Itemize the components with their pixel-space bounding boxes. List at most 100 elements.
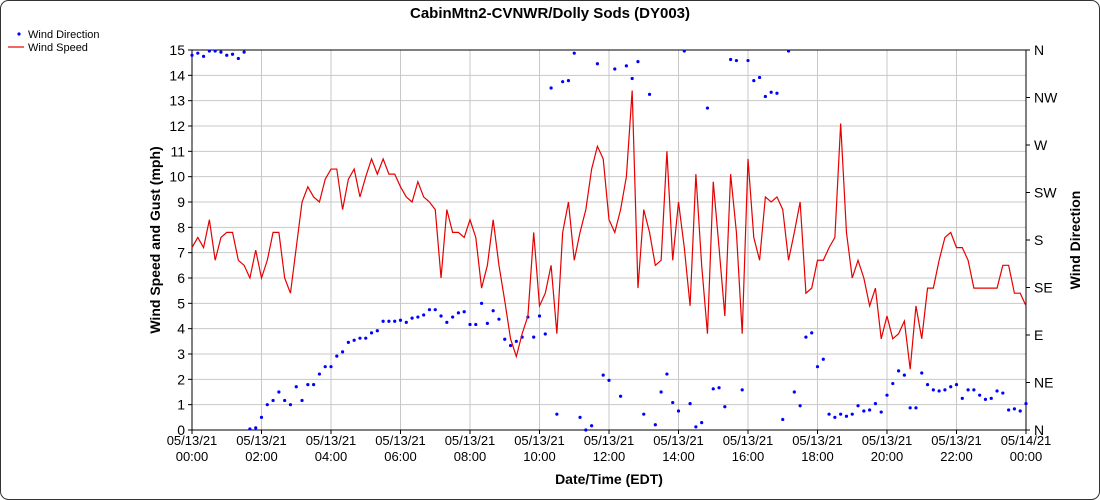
y-tick-label: 12 xyxy=(169,118,185,134)
y-axis-label: Wind Speed and Gust (mph) xyxy=(147,146,163,333)
direction-point xyxy=(468,322,472,327)
y-tick-label: 0 xyxy=(177,422,185,438)
direction-point xyxy=(265,403,269,407)
y-tick-label: 15 xyxy=(169,42,185,58)
direction-point xyxy=(271,398,275,403)
direction-point xyxy=(682,49,686,53)
direction-point xyxy=(966,388,970,392)
y2-tick-label: E xyxy=(1034,327,1043,343)
direction-point xyxy=(230,52,235,56)
direction-point xyxy=(920,371,924,375)
y-tick-label: 7 xyxy=(177,245,185,261)
x-tick-label: 05/13/21 02:00 xyxy=(236,433,287,464)
direction-point xyxy=(288,403,293,407)
direction-point xyxy=(358,336,362,340)
direction-point xyxy=(613,67,617,71)
direction-point xyxy=(387,319,391,323)
direction-point xyxy=(329,365,333,369)
y2-tick-label: NW xyxy=(1034,90,1058,106)
direction-point xyxy=(734,58,739,63)
direction-point xyxy=(561,80,565,84)
direction-point xyxy=(769,90,773,94)
direction-point xyxy=(427,308,432,312)
chart-title: CabinMtn2-CVNWR/Dolly Sods (DY003) xyxy=(410,5,690,22)
direction-point xyxy=(393,319,397,323)
y-tick-label: 2 xyxy=(177,371,185,387)
direction-point xyxy=(844,414,849,418)
direction-point xyxy=(352,338,356,342)
y-tick-label: 4 xyxy=(177,321,185,337)
direction-point xyxy=(711,387,715,391)
y2-tick-label: S xyxy=(1034,232,1043,248)
legend-label: Wind Direction xyxy=(28,29,100,41)
direction-point xyxy=(381,319,385,323)
direction-point xyxy=(566,79,571,83)
x-tick-label: 05/13/21 16:00 xyxy=(723,433,774,464)
direction-point xyxy=(607,378,611,382)
direction-point xyxy=(259,415,264,419)
direction-point xyxy=(943,388,947,392)
direction-point xyxy=(543,332,547,336)
direction-point xyxy=(317,372,322,376)
direction-point xyxy=(439,314,443,318)
plot-border xyxy=(191,49,1027,431)
direction-point xyxy=(474,322,478,327)
direction-point xyxy=(219,50,223,54)
direction-point xyxy=(908,406,912,410)
y2-tick-label: SW xyxy=(1034,185,1057,201)
direction-point xyxy=(1012,407,1017,411)
direction-point xyxy=(723,405,727,409)
direction-point xyxy=(983,397,988,401)
direction-point xyxy=(624,64,628,68)
x-tick-label: 05/13/21 22:00 xyxy=(931,433,982,464)
direction-point xyxy=(294,385,298,389)
direction-point xyxy=(242,50,246,54)
direction-point xyxy=(1001,391,1005,395)
direction-point xyxy=(960,396,964,400)
direction-point xyxy=(954,383,959,387)
direction-point xyxy=(630,76,634,81)
x-axis-label: Date/Time (EDT) xyxy=(555,471,663,487)
direction-point xyxy=(451,315,455,319)
direction-point xyxy=(306,383,310,387)
direction-point xyxy=(665,372,669,376)
direction-point xyxy=(995,389,999,393)
direction-point xyxy=(514,339,518,343)
direction-point xyxy=(549,86,553,90)
x-tick-label: 05/13/21 14:00 xyxy=(653,433,704,464)
direction-point xyxy=(896,369,901,373)
x-tick-label: 05/13/21 18:00 xyxy=(792,433,843,464)
direction-point xyxy=(827,412,831,416)
direction-point xyxy=(868,408,872,412)
direction-point xyxy=(254,426,258,430)
direction-point xyxy=(700,421,704,425)
direction-point xyxy=(781,417,785,422)
direction-point xyxy=(283,398,287,403)
direction-point xyxy=(821,357,825,361)
direction-point xyxy=(786,49,791,53)
direction-point xyxy=(671,400,675,405)
y2-tick-label: W xyxy=(1034,137,1048,153)
y-tick-label: 8 xyxy=(177,219,185,235)
direction-point xyxy=(1018,409,1022,413)
x-tick-label: 05/13/21 04:00 xyxy=(306,433,357,464)
direction-point xyxy=(248,427,252,431)
direction-point xyxy=(694,425,698,429)
direction-point xyxy=(196,51,200,55)
direction-point xyxy=(879,410,883,414)
y-tick-label: 10 xyxy=(169,169,185,185)
direction-point xyxy=(949,385,953,389)
direction-point xyxy=(659,390,663,394)
direction-point xyxy=(775,91,779,95)
direction-point xyxy=(729,57,733,62)
direction-point xyxy=(404,320,408,324)
direction-point xyxy=(416,315,420,319)
direction-point xyxy=(833,415,837,419)
direction-point xyxy=(902,373,906,377)
direction-point xyxy=(850,412,854,416)
direction-point xyxy=(763,94,767,99)
y2-tick-label: NE xyxy=(1034,375,1053,391)
direction-point xyxy=(972,388,976,392)
direction-point xyxy=(978,393,982,397)
